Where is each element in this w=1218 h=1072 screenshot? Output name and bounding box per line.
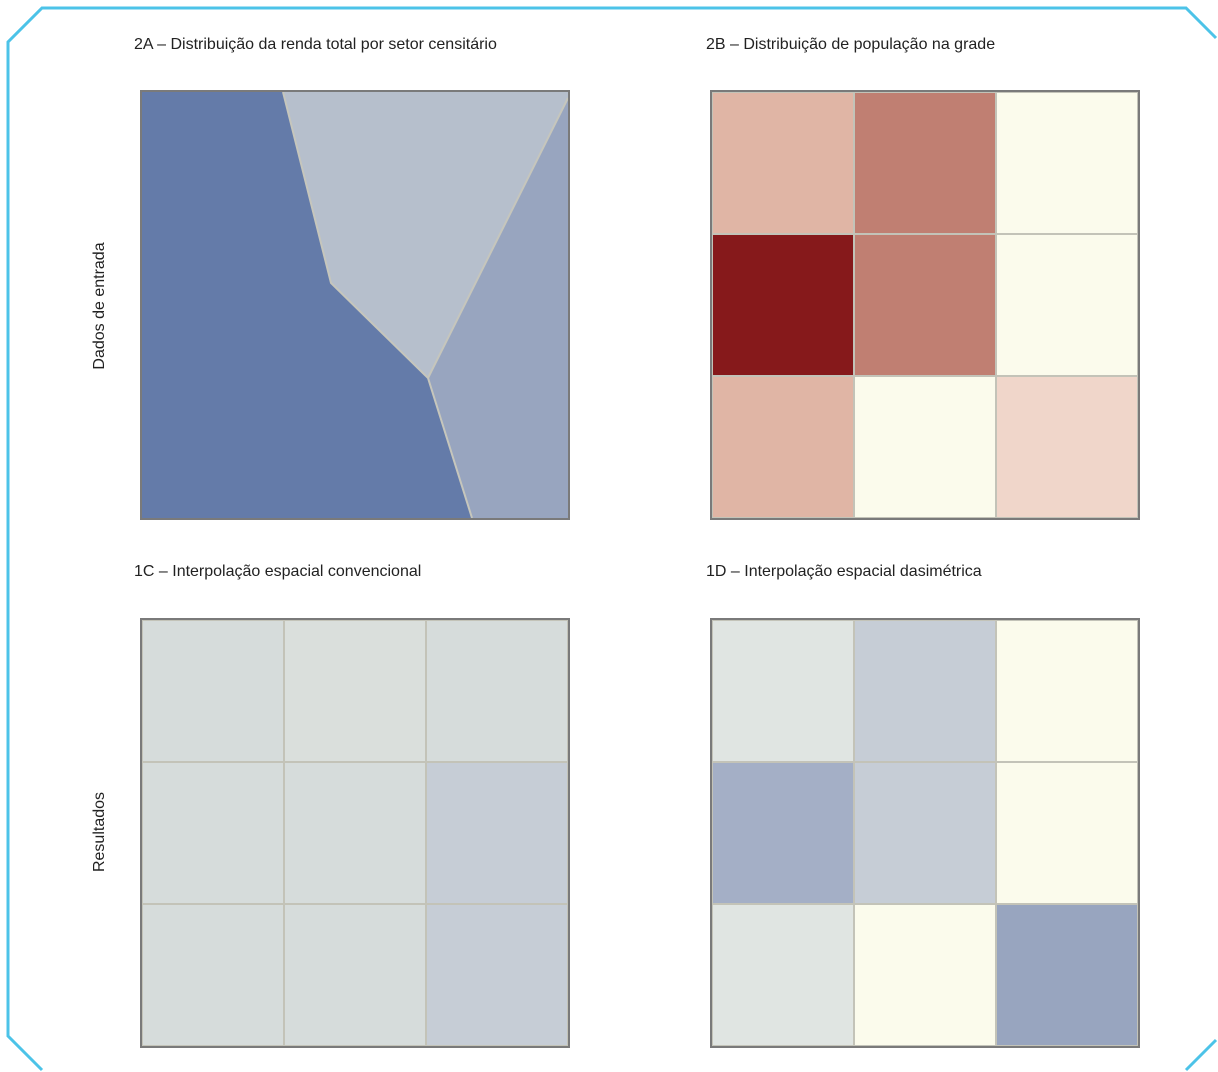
census-tract-boundaries — [282, 92, 473, 518]
grid-cell-1-2 — [284, 620, 426, 762]
panel-c-title: 1C – Interpolação espacial convencional — [134, 563, 422, 580]
panel-a-census-map — [140, 90, 570, 520]
grid-cell-2-2 — [854, 234, 996, 376]
grid-cell-2-3 — [996, 762, 1138, 904]
grid-cell-1-1 — [142, 620, 284, 762]
panel-a-title: 2A – Distribuição da renda total por set… — [134, 36, 497, 53]
row-label-input: Dados de entrada — [91, 242, 108, 370]
grid-cell-2-3 — [426, 762, 568, 904]
frame-border-corner — [1184, 1038, 1218, 1072]
census-tract-left — [142, 92, 472, 518]
frame-border — [6, 6, 1218, 1072]
panel-d-dasymetric-grid — [710, 618, 1140, 1048]
grid-cell-3-3 — [996, 376, 1138, 518]
grid-cell-3-2 — [854, 904, 996, 1046]
grid-cell-1-2 — [854, 92, 996, 234]
panel-b-title: 2B – Distribuição de população na grade — [706, 36, 996, 53]
grid-cell-2-3 — [996, 234, 1138, 376]
grid-cell-1-1 — [712, 620, 854, 762]
grid-cell-2-2 — [284, 762, 426, 904]
grid-cell-3-1 — [142, 904, 284, 1046]
census-tract-top-right — [283, 92, 568, 378]
census-tract-bottom-right — [428, 98, 568, 518]
row-label-results: Resultados — [91, 791, 108, 873]
grid-cell-1-1 — [712, 92, 854, 234]
grid-cell-3-2 — [284, 904, 426, 1046]
grid-cell-1-2 — [854, 620, 996, 762]
grid-cell-1-3 — [426, 620, 568, 762]
panel-c-conventional-grid — [140, 618, 570, 1048]
grid-cell-2-1 — [712, 762, 854, 904]
panel-d-title: 1D – Interpolação espacial dasimétrica — [706, 563, 982, 580]
grid-cell-3-2 — [854, 376, 996, 518]
grid-cell-3-1 — [712, 904, 854, 1046]
grid-cell-3-3 — [426, 904, 568, 1046]
grid-cell-1-3 — [996, 92, 1138, 234]
grid-cell-3-1 — [712, 376, 854, 518]
grid-cell-2-1 — [142, 762, 284, 904]
census-tract-boundary-right — [427, 97, 568, 379]
grid-cell-1-3 — [996, 620, 1138, 762]
grid-cell-2-2 — [854, 762, 996, 904]
panel-b-population-grid — [710, 90, 1140, 520]
grid-cell-3-3 — [996, 904, 1138, 1046]
grid-cell-2-1 — [712, 234, 854, 376]
